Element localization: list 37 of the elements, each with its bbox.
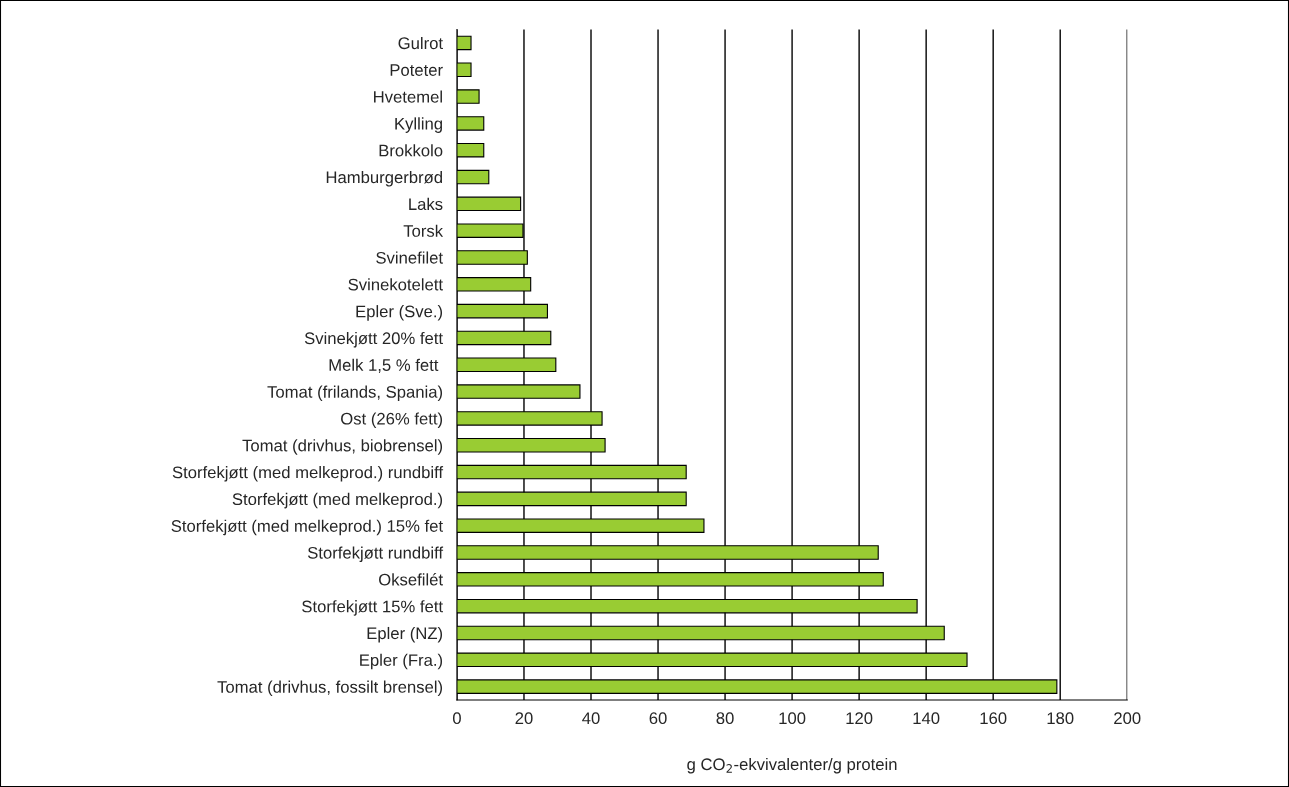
y-tick-label: Laks [409, 197, 443, 211]
y-tick-label: Svinekotelett [348, 278, 443, 291]
y-tick-label: Storfekjøtt (med melkeprod.) [232, 492, 443, 509]
x-tick-label: 120 [846, 712, 873, 725]
y-tick-label: Kylling [395, 117, 442, 133]
y-tick-label: Ost (26% fett) [341, 412, 443, 428]
y-tick-label: Storfekjøtt (med melkeprod.) 15% fet [171, 519, 443, 536]
y-tick-label: Torsk [403, 224, 444, 237]
y-tick-label: Svinefilet [376, 251, 443, 264]
x-tick-label: 0 [452, 712, 461, 725]
y-tick-label: Tomat (frilands, Spania) [267, 385, 443, 402]
y-tick-label: Tomat (drivhus, biobrensel) [242, 439, 443, 455]
y-tick-label: Storfekjøtt rundbiff [307, 546, 444, 563]
x-tick-label: 20 [515, 712, 533, 725]
y-tick-label: Hvetemel [374, 90, 442, 103]
x-tick-label: 200 [1114, 712, 1141, 725]
x-tick-label: 160 [980, 712, 1007, 725]
x-tick-label: 60 [649, 712, 667, 725]
y-tick-label: Epler (Sve.) [356, 305, 443, 321]
y-tick-label: Tomat (drivhus, fossilt brensel) [217, 680, 443, 697]
y-tick-label: Poteter [390, 64, 443, 76]
x-tick-label: 140 [913, 712, 940, 725]
y-tick-label: Epler (Fra.) [360, 653, 443, 670]
y-tick-label: Melk 1,5 % fett [329, 358, 439, 373]
y-tick-label: Storfekjøtt (med melkeprod.) rundbiff [172, 466, 444, 482]
y-tick-label: Hamburgerbrød [326, 170, 442, 187]
y-tick-label: Brokkolo [379, 144, 443, 157]
y-tick-label: Storfekjøtt 15% fett [302, 600, 443, 616]
x-axis-title: g CO$_{2}$-ekvivalenter/g protein [687, 757, 897, 774]
y-tick-label: Epler (NZ) [367, 626, 443, 643]
x-tick-label: 40 [582, 712, 600, 725]
y-tick-label: Oksefilét [379, 573, 443, 586]
x-tick-label: 80 [716, 712, 734, 725]
x-tick-label: 180 [1047, 712, 1074, 725]
y-tick-label: Gulrot [398, 36, 443, 50]
y-tick-label: Svinekjøtt 20% fett [304, 331, 443, 348]
x-tick-label: 100 [779, 712, 806, 725]
